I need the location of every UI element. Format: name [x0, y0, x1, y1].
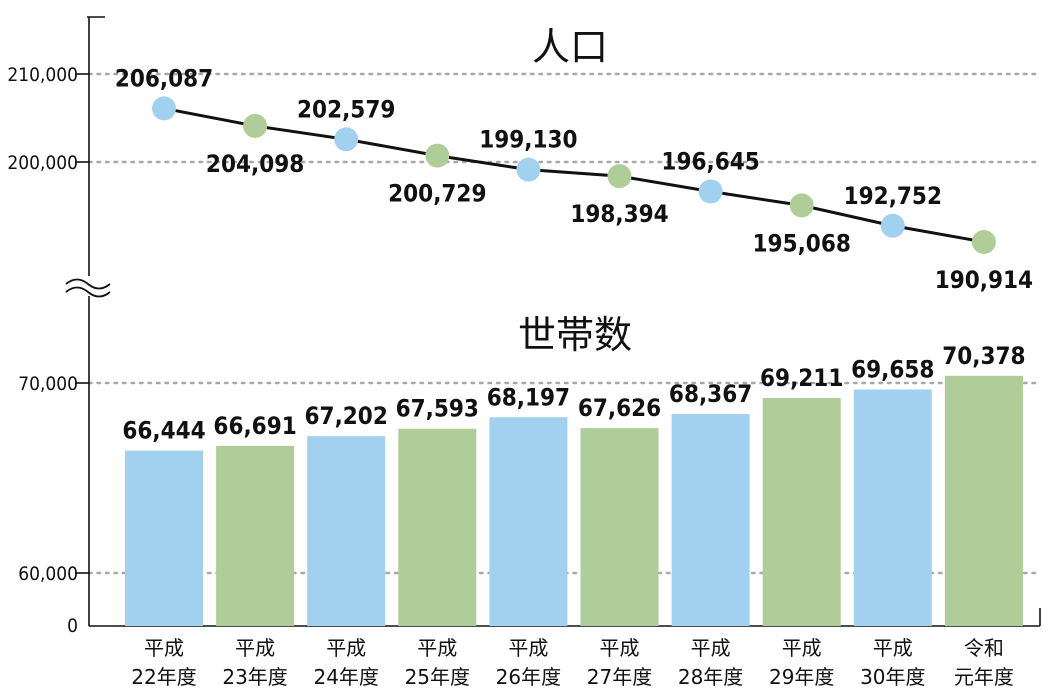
population-point-3	[425, 143, 450, 168]
population-point-6	[698, 179, 723, 204]
bar-households-8	[853, 389, 932, 626]
category-label-year: 元年度	[954, 665, 1014, 689]
bar-households-9	[944, 375, 1023, 626]
population-value-label: 196,645	[661, 148, 759, 176]
population-point-1	[243, 113, 268, 138]
households-title: 世帯数	[518, 313, 632, 357]
bar-households-0	[125, 450, 203, 626]
population-value-label: 195,068	[753, 229, 851, 257]
ytick-label-population: 210,000	[7, 64, 78, 86]
category-label-year: 27年度	[587, 665, 652, 689]
population-value-label: 192,752	[844, 182, 942, 210]
bar-value-label: 66,444	[122, 417, 205, 445]
bar-households-5	[580, 428, 659, 626]
axis-break-wave-bottom	[65, 286, 111, 298]
population-value-label: 204,098	[206, 150, 304, 178]
category-label-year: 25年度	[405, 665, 470, 689]
bar-value-label: 67,202	[305, 402, 388, 430]
category-label-year: 26年度	[496, 665, 561, 689]
category-label-era: 平成	[691, 636, 731, 660]
bar-households-7	[762, 397, 841, 626]
bar-value-label: 70,378	[942, 342, 1025, 370]
category-label-era: 令和	[964, 636, 1004, 660]
population-point-2	[334, 127, 359, 152]
axis-break-wave-top	[65, 278, 111, 290]
bar-value-label: 68,197	[487, 383, 570, 411]
bar-value-label: 67,626	[578, 394, 661, 422]
bar-value-label: 69,658	[851, 355, 934, 383]
category-label-era: 平成	[873, 636, 913, 660]
population-point-7	[789, 193, 814, 218]
population-point-4	[516, 157, 541, 182]
bars	[125, 375, 1023, 626]
category-label-era: 平成	[326, 636, 366, 660]
category-label-era: 平成	[782, 636, 822, 660]
population-value-label: 198,394	[570, 200, 668, 228]
population-value-label: 190,914	[935, 266, 1033, 294]
category-label-year: 30年度	[860, 665, 925, 689]
population-point-5	[607, 164, 632, 189]
category-label-year: 23年度	[222, 665, 287, 689]
category-label-year: 24年度	[313, 665, 378, 689]
category-label-year: 28年度	[678, 665, 743, 689]
bar-households-1	[216, 445, 295, 626]
category-label-era: 平成	[417, 636, 457, 660]
category-label-era: 平成	[235, 636, 275, 660]
bar-value-label: 66,691	[213, 412, 296, 440]
ytick-label-households: 60,000	[18, 563, 78, 585]
bar-value-label: 68,367	[669, 380, 752, 408]
category-label-era: 平成	[508, 636, 548, 660]
ytick-label-population: 200,000	[7, 152, 78, 174]
bar-households-4	[489, 417, 568, 626]
bar-value-label: 67,593	[396, 395, 479, 423]
category-label-year: 29年度	[769, 665, 834, 689]
population-value-label: 202,579	[297, 95, 395, 123]
population-title: 人口	[532, 25, 608, 69]
category-label-era: 平成	[600, 636, 640, 660]
bar-households-3	[398, 428, 477, 626]
ytick-label-households: 70,000	[18, 373, 78, 395]
category-label-year: 22年度	[131, 665, 196, 689]
population-value-label: 199,130	[479, 126, 577, 154]
population-line	[152, 96, 996, 254]
bar-households-2	[307, 436, 386, 626]
labels: 200,000 210,000 60,000 70,000 0 66,444 66,691 6…	[7, 25, 1033, 689]
population-point-9	[971, 229, 996, 254]
population-point-0	[152, 96, 176, 121]
bar-households-6	[671, 414, 750, 626]
ytick-label-zero: 0	[67, 615, 78, 637]
bar-value-label: 69,211	[760, 364, 843, 392]
population-value-label: 200,729	[388, 180, 486, 208]
population-value-label: 206,087	[115, 64, 213, 92]
population-point-8	[880, 213, 905, 238]
population-series-line	[163, 106, 985, 244]
category-label-era: 平成	[144, 636, 184, 660]
